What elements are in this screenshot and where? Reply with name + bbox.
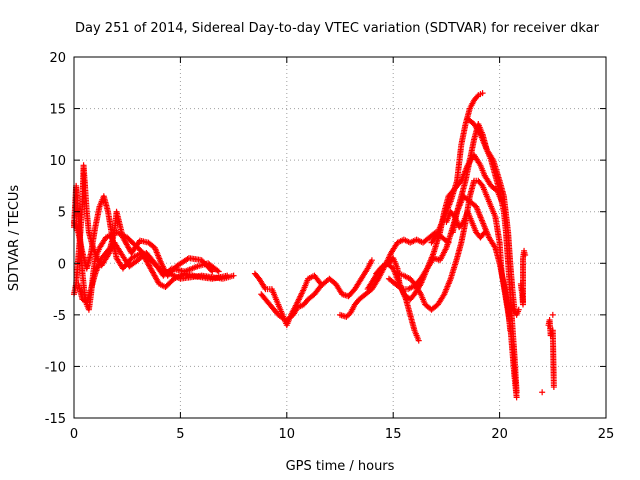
- series-trace-4: [75, 208, 216, 306]
- data-point: [344, 312, 351, 319]
- y-tick-label: -5: [53, 309, 66, 324]
- x-tick-label: 0: [70, 427, 78, 442]
- data-point: [415, 337, 422, 344]
- y-tick-label: -15: [45, 412, 66, 427]
- series-trace-3: [71, 193, 231, 291]
- data-point: [481, 229, 488, 236]
- series-trace-12: [428, 90, 486, 246]
- y-tick-label: 15: [49, 103, 66, 118]
- data-point: [515, 306, 522, 313]
- data-point: [214, 267, 221, 274]
- y-tick-label: 20: [49, 51, 66, 66]
- data-point: [513, 389, 520, 396]
- data-series: [71, 90, 557, 401]
- x-tick-label: 25: [598, 427, 615, 442]
- data-point: [397, 285, 404, 292]
- data-point: [549, 311, 556, 318]
- data-point: [478, 181, 485, 188]
- y-axis-title: SDTVAR / TECUs: [7, 185, 22, 292]
- data-point: [209, 268, 216, 275]
- data-point: [522, 252, 529, 259]
- data-point: [230, 272, 237, 279]
- series-trace-15: [464, 115, 522, 318]
- x-tick-label: 10: [279, 427, 296, 442]
- x-axis-title: GPS time / hours: [286, 459, 395, 474]
- data-point: [550, 384, 557, 391]
- y-tick-label: 0: [58, 257, 66, 272]
- data-point: [224, 272, 231, 279]
- series-trace-6: [258, 257, 375, 324]
- series-trace-16: [517, 247, 557, 396]
- data-point: [480, 230, 487, 237]
- x-tick-label: 20: [491, 427, 508, 442]
- data-point: [513, 394, 520, 401]
- data-point: [450, 212, 457, 219]
- data-point: [539, 389, 546, 396]
- plot-frame: [73, 56, 607, 419]
- y-tick-label: 10: [49, 154, 66, 169]
- data-point: [215, 268, 222, 275]
- data-point: [474, 93, 481, 100]
- x-tick-label: 15: [385, 427, 402, 442]
- series-trace-14: [443, 208, 488, 241]
- y-tick-label: -10: [45, 360, 66, 375]
- data-point: [208, 267, 215, 274]
- data-point: [479, 90, 486, 97]
- y-tick-label: 5: [58, 206, 66, 221]
- data-point: [368, 257, 375, 264]
- chart-title: Day 251 of 2014, Sidereal Day-to-day VTE…: [75, 21, 600, 36]
- axis-ticks: 0 5 10 15 20 25 -15 -10 -5 0 5 10 15 20: [45, 51, 615, 442]
- grid: [74, 57, 606, 418]
- data-point: [459, 220, 466, 227]
- x-tick-label: 5: [176, 427, 184, 442]
